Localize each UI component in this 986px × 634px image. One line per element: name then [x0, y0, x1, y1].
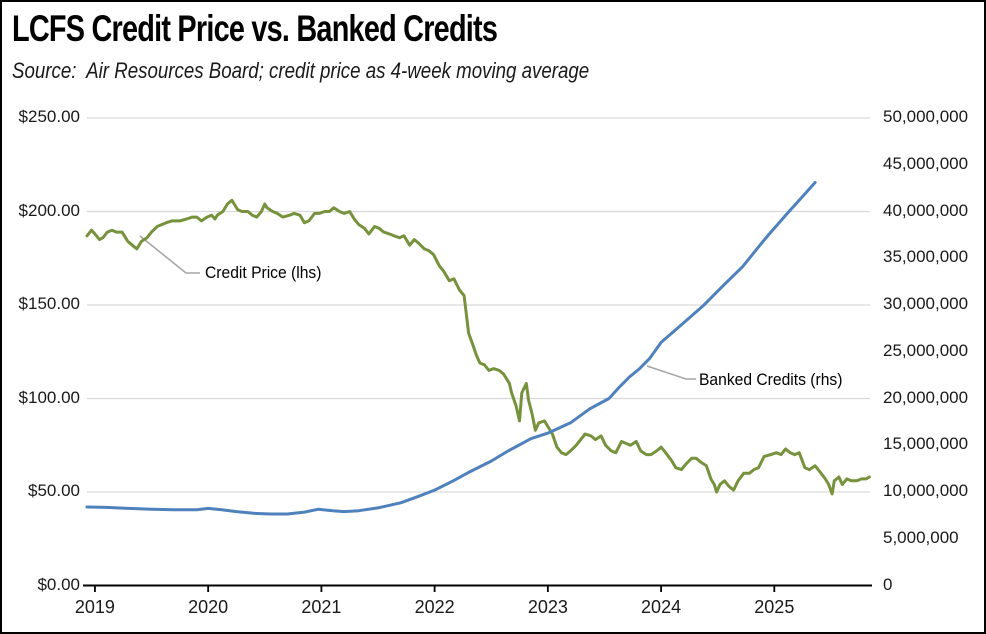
x-tick-label: 2019: [74, 597, 115, 617]
y-left-tick-label: $0.00: [37, 574, 80, 594]
y-left-tick-label: $250.00: [18, 107, 80, 126]
x-tick-label: 2023: [527, 597, 568, 617]
y-right-tick-label: 50,000,000: [883, 107, 969, 126]
y-right-tick-label: 5,000,000: [883, 527, 959, 547]
annotation-leader-line: [139, 235, 200, 274]
y-right-tick-label: 20,000,000: [883, 387, 969, 407]
x-tick-label: 2024: [641, 597, 682, 617]
credit-price-annotation: Credit Price (lhs): [205, 263, 322, 282]
x-tick-label: 2022: [414, 597, 455, 617]
y-right-tick-label: 35,000,000: [883, 247, 969, 267]
y-left-tick-label: $50.00: [28, 481, 80, 500]
y-right-tick-label: 40,000,000: [883, 200, 969, 220]
banked-credits-annotation: Banked Credits (rhs): [699, 370, 843, 389]
y-right-tick-label: 10,000,000: [883, 481, 969, 500]
y-right-tick-label: 0: [883, 574, 893, 594]
x-tick-label: 2025: [754, 597, 795, 617]
chart-subtitle: Source: Air Resources Board; credit pric…: [12, 58, 590, 83]
y-right-tick-label: 30,000,000: [883, 294, 969, 313]
y-right-tick-label: 45,000,000: [883, 153, 969, 173]
annotation-leader-line: [646, 365, 696, 380]
x-tick-label: 2020: [188, 597, 229, 617]
y-left-tick-label: $100.00: [18, 387, 80, 407]
chart-title: LCFS Credit Price vs. Banked Credits: [12, 8, 498, 49]
y-right-tick-label: 25,000,000: [883, 340, 969, 360]
y-left-tick-label: $150.00: [18, 294, 80, 313]
y-right-tick-label: 15,000,000: [883, 434, 969, 454]
credit-price-series-line: [85, 198, 871, 496]
banked-credits-series-line: [85, 181, 817, 516]
x-tick-label: 2021: [301, 597, 342, 617]
y-left-tick-label: $200.00: [18, 200, 80, 220]
